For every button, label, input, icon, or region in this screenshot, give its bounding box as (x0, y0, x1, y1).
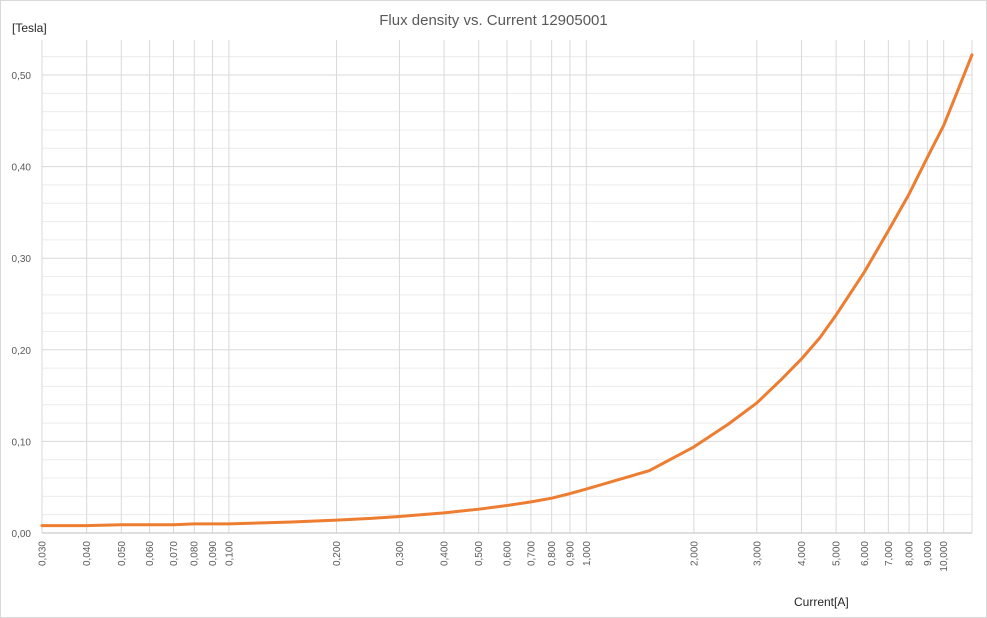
series-group (40, 53, 974, 528)
x-tick-label: 0,030 (38, 541, 49, 566)
y-tick-label: 0,40 (12, 163, 32, 174)
x-tick-label: 0,080 (190, 541, 201, 566)
chart-title: Flux density vs. Current 12905001 (379, 12, 608, 29)
y-tick-label: 0,00 (12, 529, 32, 540)
x-tick-label: 0,300 (395, 541, 406, 566)
x-tick-label: 0,800 (547, 541, 558, 566)
x-tick-label: 5,000 (832, 541, 843, 566)
x-tick-label: 0,700 (526, 541, 537, 566)
x-tick-label: 0,040 (82, 541, 93, 566)
x-tick-label: 0,070 (169, 541, 180, 566)
x-tick-label: 1,000 (582, 541, 593, 566)
y-tick-label: 0,20 (12, 346, 32, 357)
x-tick-label: 3,000 (752, 541, 763, 566)
x-tick-label: 0,050 (117, 541, 128, 566)
x-tick-label: 2,000 (689, 541, 700, 566)
y-tick-labels: 0,00 0,10 0,20 0,30 0,40 0,50 (12, 71, 32, 540)
x-tick-label: 0,600 (503, 541, 514, 566)
x-tick-label: 0,200 (332, 541, 343, 566)
y-tick-label: 0,10 (12, 437, 32, 448)
x-axis-title: Current[A] (794, 595, 849, 609)
y-tick-label: 0,30 (12, 254, 32, 265)
y-axis-title: [Tesla] (12, 21, 47, 35)
x-tick-label: 0,400 (440, 541, 451, 566)
x-tick-label: 0,060 (145, 541, 156, 566)
x-tick-label: 10,000 (939, 541, 950, 572)
y-tick-label: 0,50 (12, 71, 32, 82)
x-tick-labels: 0,030 0,040 0,050 0,060 0,070 0,080 0,090 0,100… (38, 541, 951, 572)
x-tick-label: 8,000 (905, 541, 916, 566)
x-tick-label: 0,090 (208, 541, 219, 566)
vertical-gridlines (41, 40, 973, 533)
x-tick-label: 0,900 (565, 541, 576, 566)
x-tick-label: 0,100 (224, 541, 235, 566)
x-tick-label: 6,000 (860, 541, 871, 566)
x-tick-label: 0,500 (474, 541, 485, 566)
series-line (40, 53, 974, 528)
x-tick-label: 9,000 (923, 541, 934, 566)
x-tick-label: 7,000 (884, 541, 895, 566)
major-horizontal-gridlines (42, 74, 972, 534)
x-tick-label: 4,000 (797, 541, 808, 566)
